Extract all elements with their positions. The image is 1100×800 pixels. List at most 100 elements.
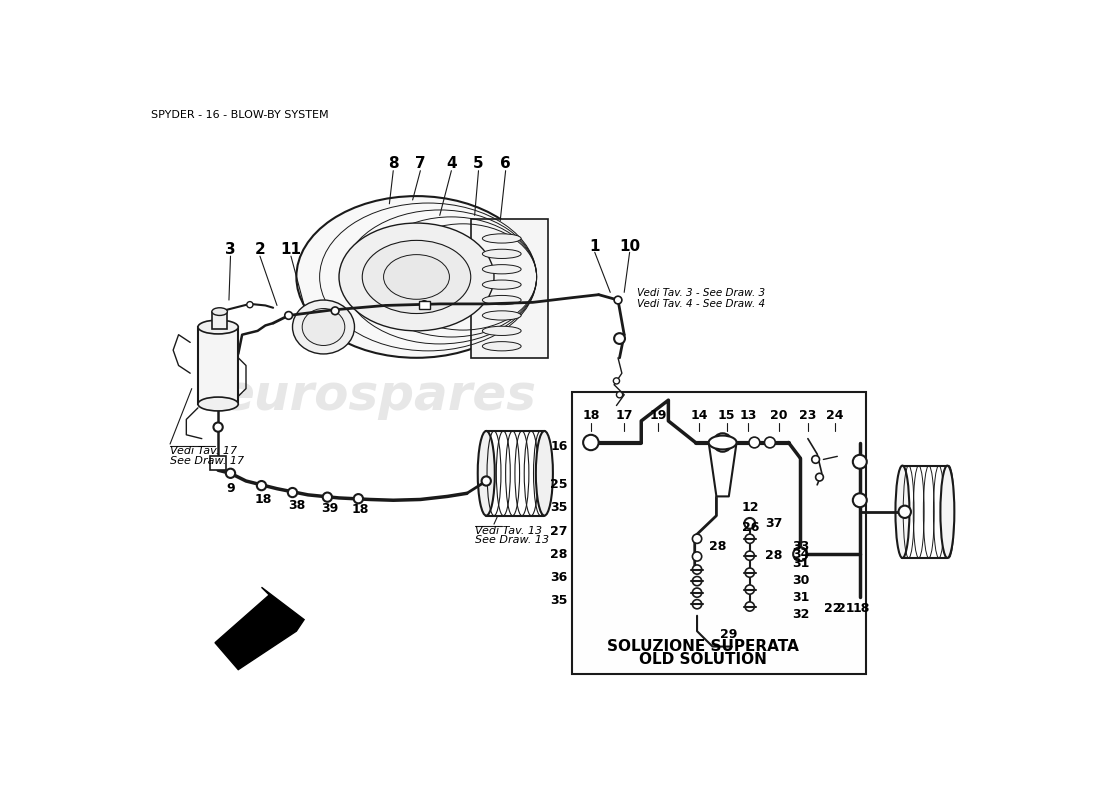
Text: eurospares: eurospares — [220, 372, 536, 420]
Text: 21: 21 — [837, 602, 855, 614]
Ellipse shape — [293, 300, 354, 354]
Text: 29: 29 — [720, 629, 738, 642]
Circle shape — [614, 333, 625, 344]
Ellipse shape — [483, 265, 521, 274]
Ellipse shape — [198, 397, 239, 411]
Text: 26: 26 — [742, 521, 759, 534]
Text: 28: 28 — [708, 540, 726, 553]
Text: 15: 15 — [717, 409, 735, 422]
Text: 27: 27 — [550, 525, 568, 538]
Text: 28: 28 — [766, 549, 782, 562]
Text: 19: 19 — [650, 409, 667, 422]
Circle shape — [899, 506, 911, 518]
Ellipse shape — [384, 254, 450, 299]
Circle shape — [692, 552, 702, 561]
Circle shape — [692, 565, 702, 574]
Ellipse shape — [212, 308, 228, 315]
Text: 8: 8 — [388, 156, 398, 171]
Circle shape — [745, 585, 755, 594]
Text: 30: 30 — [792, 574, 810, 587]
Text: 35: 35 — [550, 594, 568, 607]
Text: 18: 18 — [582, 409, 600, 422]
Text: 34: 34 — [792, 548, 810, 561]
Circle shape — [692, 577, 702, 586]
Text: 3: 3 — [226, 242, 235, 258]
Circle shape — [583, 435, 598, 450]
Text: 6: 6 — [500, 156, 512, 171]
Ellipse shape — [483, 342, 521, 351]
Text: Vedi Tav. 17: Vedi Tav. 17 — [170, 446, 238, 456]
Text: 31: 31 — [792, 557, 810, 570]
Circle shape — [420, 301, 428, 309]
Ellipse shape — [483, 250, 521, 258]
Circle shape — [713, 434, 732, 452]
Circle shape — [226, 469, 235, 478]
Circle shape — [745, 551, 755, 560]
Text: 22: 22 — [824, 602, 842, 614]
Text: 11: 11 — [280, 242, 301, 258]
Ellipse shape — [483, 311, 521, 320]
Ellipse shape — [477, 431, 495, 516]
Ellipse shape — [362, 240, 471, 314]
Circle shape — [793, 547, 807, 561]
Text: 12: 12 — [742, 502, 759, 514]
Circle shape — [331, 307, 339, 314]
Polygon shape — [214, 587, 304, 670]
Circle shape — [745, 518, 756, 529]
Circle shape — [354, 494, 363, 503]
Text: 35: 35 — [550, 502, 568, 514]
Circle shape — [745, 534, 755, 543]
Ellipse shape — [198, 320, 239, 334]
Text: 2: 2 — [254, 242, 265, 258]
Text: 39: 39 — [321, 502, 339, 515]
Circle shape — [322, 493, 332, 502]
Text: OLD SOLUTION: OLD SOLUTION — [639, 652, 767, 667]
Circle shape — [812, 455, 820, 463]
Text: 23: 23 — [800, 409, 816, 422]
Text: Vedi Tav. 4 - See Draw. 4: Vedi Tav. 4 - See Draw. 4 — [637, 298, 766, 309]
Ellipse shape — [895, 466, 910, 558]
Text: 38: 38 — [288, 499, 305, 512]
Circle shape — [482, 476, 491, 486]
Text: 13: 13 — [739, 409, 757, 422]
Ellipse shape — [483, 234, 521, 243]
Ellipse shape — [708, 435, 737, 450]
Circle shape — [815, 474, 824, 481]
Text: SPYDER - 16 - BLOW-BY SYSTEM: SPYDER - 16 - BLOW-BY SYSTEM — [152, 110, 329, 120]
Text: 18: 18 — [254, 493, 272, 506]
Circle shape — [213, 422, 222, 432]
Text: 16: 16 — [550, 440, 568, 453]
Text: See Draw. 17: See Draw. 17 — [170, 455, 244, 466]
Circle shape — [745, 568, 755, 578]
Bar — [198, 327, 239, 404]
Text: Vedi Tav. 3 - See Draw. 3: Vedi Tav. 3 - See Draw. 3 — [637, 289, 766, 298]
Circle shape — [288, 488, 297, 497]
Bar — [572, 393, 866, 674]
Text: 5: 5 — [473, 156, 484, 171]
Text: 33: 33 — [792, 540, 810, 553]
Circle shape — [749, 437, 760, 448]
Circle shape — [692, 534, 702, 543]
Text: 31: 31 — [792, 590, 810, 604]
Ellipse shape — [940, 466, 955, 558]
Bar — [212, 312, 228, 329]
Text: 20: 20 — [770, 409, 788, 422]
Circle shape — [257, 481, 266, 490]
Text: 18: 18 — [351, 503, 369, 516]
Text: See Draw. 13: See Draw. 13 — [474, 535, 549, 545]
Circle shape — [852, 455, 867, 469]
Text: 17: 17 — [616, 409, 632, 422]
Circle shape — [616, 392, 623, 398]
Bar — [210, 456, 225, 470]
Text: 4: 4 — [447, 156, 456, 171]
Text: 10: 10 — [619, 238, 640, 254]
Circle shape — [692, 588, 702, 598]
Circle shape — [745, 602, 755, 611]
Text: 37: 37 — [766, 517, 782, 530]
Bar — [471, 219, 548, 358]
Text: 28: 28 — [550, 548, 568, 561]
Polygon shape — [708, 442, 737, 496]
Circle shape — [852, 494, 867, 507]
Text: 18: 18 — [852, 602, 870, 614]
Ellipse shape — [483, 326, 521, 335]
